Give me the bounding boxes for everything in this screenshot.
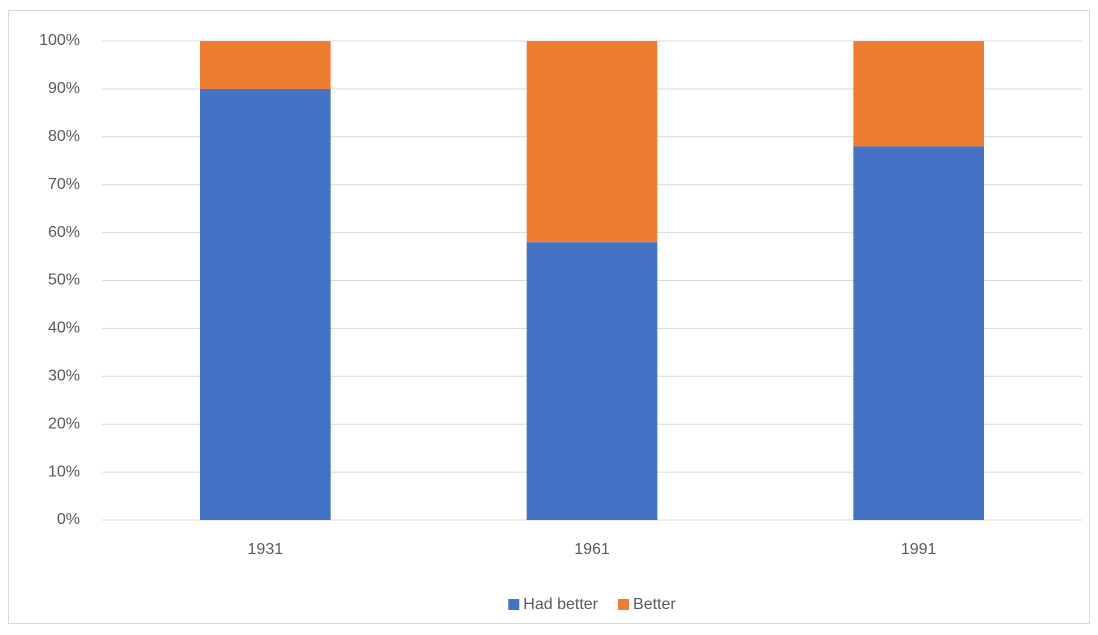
y-tick-label: 100% (39, 32, 80, 49)
y-tick-label: 70% (48, 176, 80, 193)
y-tick-label: 0% (57, 511, 80, 528)
bar-segment (200, 41, 331, 89)
y-tick-label: 90% (48, 80, 80, 97)
bar-segment (200, 88, 331, 521)
y-tick-label: 10% (48, 463, 80, 480)
y-tick-label: 30% (48, 368, 80, 385)
legend-swatch (508, 599, 520, 610)
bar-segment (853, 146, 984, 520)
y-tick-label: 80% (48, 128, 80, 145)
x-tick-label: 1961 (574, 541, 610, 558)
y-tick-label: 50% (48, 272, 80, 289)
y-tick-label: 20% (48, 415, 80, 432)
legend-swatch (618, 599, 630, 610)
legend-label: Better (633, 596, 676, 613)
y-tick-label: 40% (48, 320, 80, 337)
bar-segment (526, 242, 658, 520)
y-tick-label: 60% (48, 224, 80, 241)
legend-label: Had better (523, 596, 598, 613)
bar-segment (526, 41, 658, 243)
x-tick-label: 1991 (901, 541, 937, 558)
x-tick-label: 1931 (248, 541, 284, 558)
bar-segment (853, 41, 984, 147)
